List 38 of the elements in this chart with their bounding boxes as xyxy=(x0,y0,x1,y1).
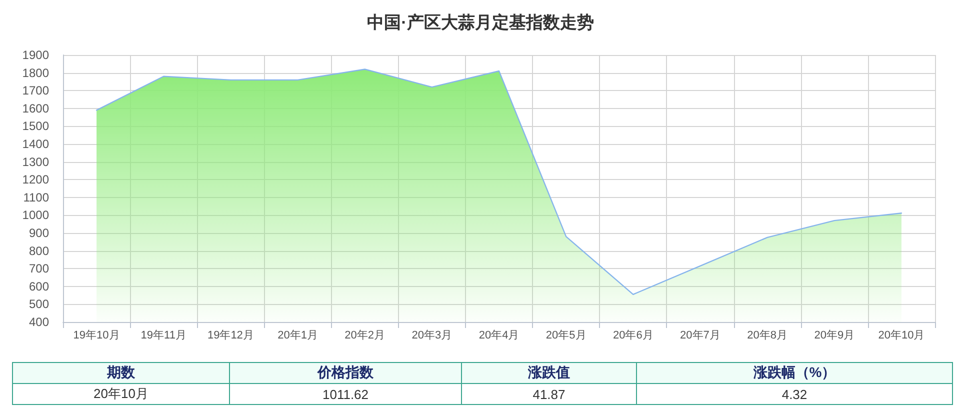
y-tick-label: 700 xyxy=(28,262,50,276)
y-tick-label: 1900 xyxy=(22,48,50,62)
y-tick-label: 1300 xyxy=(22,154,50,169)
x-tick-label: 20年1月 xyxy=(278,330,318,342)
text: 4.32 xyxy=(636,384,952,404)
y-tick-label: 600 xyxy=(28,279,50,294)
y-tick-label: 400 xyxy=(28,315,50,329)
x-tick-label: 20年2月 xyxy=(344,330,386,342)
x-tick-label: 20年6月 xyxy=(612,330,654,342)
x-tick-label: 20年7月 xyxy=(680,330,720,342)
y-tick-label: 1400 xyxy=(22,137,50,151)
x-tick-label: 19年10月 xyxy=(73,330,120,342)
text: 41.87 xyxy=(462,384,636,404)
x-tick-label: 20年10月 xyxy=(878,330,925,342)
x-tick-label: 20年4月 xyxy=(478,330,520,342)
x-tick-label: 19年12月 xyxy=(207,330,254,342)
x-tick-label: 20年3月 xyxy=(412,330,452,342)
y-tick-label: 1200 xyxy=(22,172,50,187)
text: 价格指数 xyxy=(230,362,462,384)
y-tick-label: 1500 xyxy=(22,119,50,134)
x-tick-label: 20年9月 xyxy=(814,330,855,342)
y-tick-label: 1600 xyxy=(22,101,50,116)
y-tick-label: 1800 xyxy=(22,66,50,80)
y-tick-label: 1700 xyxy=(22,84,50,98)
text: 1011.62 xyxy=(230,384,462,404)
y-tick-label: 800 xyxy=(28,244,50,258)
y-tick-label: 900 xyxy=(28,226,50,240)
chart-title: 中国·产区大蒜月定基指数走势 xyxy=(367,13,594,32)
text: 20年10月 xyxy=(12,384,230,404)
x-tick-label: 20年5月 xyxy=(546,330,586,342)
text: 涨跌幅（%） xyxy=(636,362,952,384)
y-tick-label: 1100 xyxy=(23,190,50,204)
y-tick-label: 1000 xyxy=(22,208,50,222)
text: 期数 xyxy=(12,362,230,384)
x-tick-label: 19年11月 xyxy=(140,330,186,342)
x-tick-label: 20年8月 xyxy=(747,330,788,342)
y-tick-label: 500 xyxy=(28,297,50,312)
text: 涨跌值 xyxy=(462,362,636,384)
